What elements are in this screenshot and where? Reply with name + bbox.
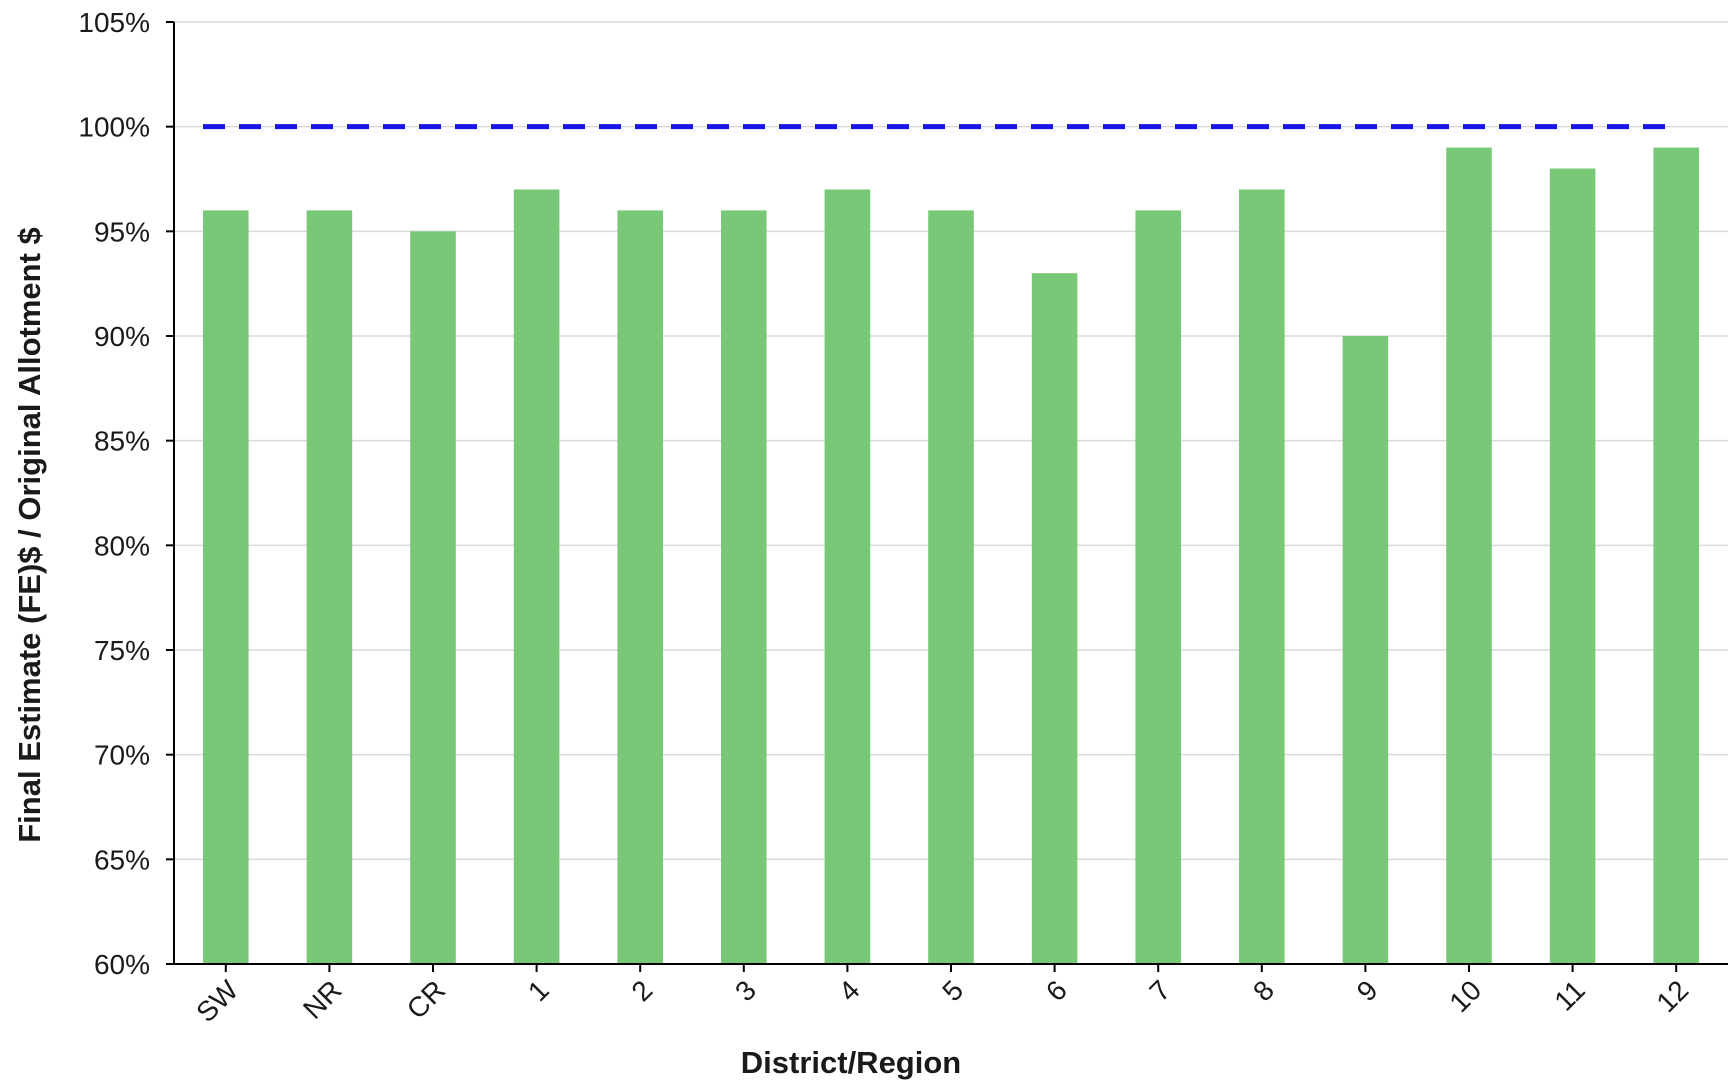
- y-tick-label: 60%: [94, 949, 150, 980]
- y-tick-label: 90%: [94, 321, 150, 352]
- bar-2: [617, 210, 663, 964]
- x-tick-label-12: 12: [1650, 974, 1694, 1018]
- bar-8: [1239, 189, 1285, 964]
- bars: [203, 147, 1699, 965]
- y-tick-label: 95%: [94, 216, 150, 247]
- x-tick-label-3: 3: [729, 974, 762, 1007]
- y-tick-label: 105%: [78, 7, 150, 38]
- x-tick-label-SW: SW: [190, 974, 244, 1028]
- x-tick-label-10: 10: [1443, 974, 1487, 1018]
- bar-NR: [306, 210, 353, 964]
- x-tick-label-2: 2: [626, 974, 659, 1007]
- x-tick-label-9: 9: [1351, 974, 1384, 1007]
- x-tick-label-8: 8: [1247, 974, 1280, 1007]
- y-tick-label: 65%: [94, 844, 150, 875]
- x-tick-label-4: 4: [833, 974, 866, 1007]
- y-axis-title: Final Estimate (FE)$ / Original Allotmen…: [12, 227, 47, 843]
- x-tick-label-6: 6: [1040, 974, 1073, 1007]
- bar-11: [1549, 168, 1596, 965]
- bar-3: [721, 210, 767, 964]
- bar-CR: [410, 231, 456, 965]
- bar-4: [824, 189, 871, 964]
- bar-10: [1446, 147, 1492, 965]
- y-tick-label: 85%: [94, 426, 150, 457]
- bar-5: [928, 210, 974, 964]
- x-tick-label-11: 11: [1548, 974, 1590, 1016]
- x-tick-labels: SW NR CR 1 2 3 4 5 6 7 8 9 10 11 12: [190, 964, 1694, 1028]
- bar-SW: [203, 210, 249, 964]
- x-tick-label-7: 7: [1144, 974, 1177, 1007]
- bar-9: [1342, 336, 1389, 964]
- bar-12: [1653, 147, 1699, 965]
- x-tick-label-1: 1: [522, 974, 555, 1007]
- y-tick-label: 70%: [94, 740, 150, 771]
- y-tick-label: 80%: [94, 530, 150, 561]
- y-tick-labels: 60% 65% 70% 75% 80% 85% 90% 95% 100% 105%: [78, 7, 174, 980]
- x-tick-label-CR: CR: [401, 974, 452, 1025]
- x-tick-label-NR: NR: [297, 974, 348, 1025]
- bar-7: [1135, 210, 1181, 964]
- x-axis-title: District/Region: [741, 1045, 961, 1080]
- y-tick-label: 75%: [94, 635, 150, 666]
- y-tick-label: 100%: [78, 112, 150, 143]
- x-tick-label-5: 5: [936, 974, 969, 1007]
- bar-6: [1031, 273, 1078, 964]
- bar-1: [513, 189, 560, 964]
